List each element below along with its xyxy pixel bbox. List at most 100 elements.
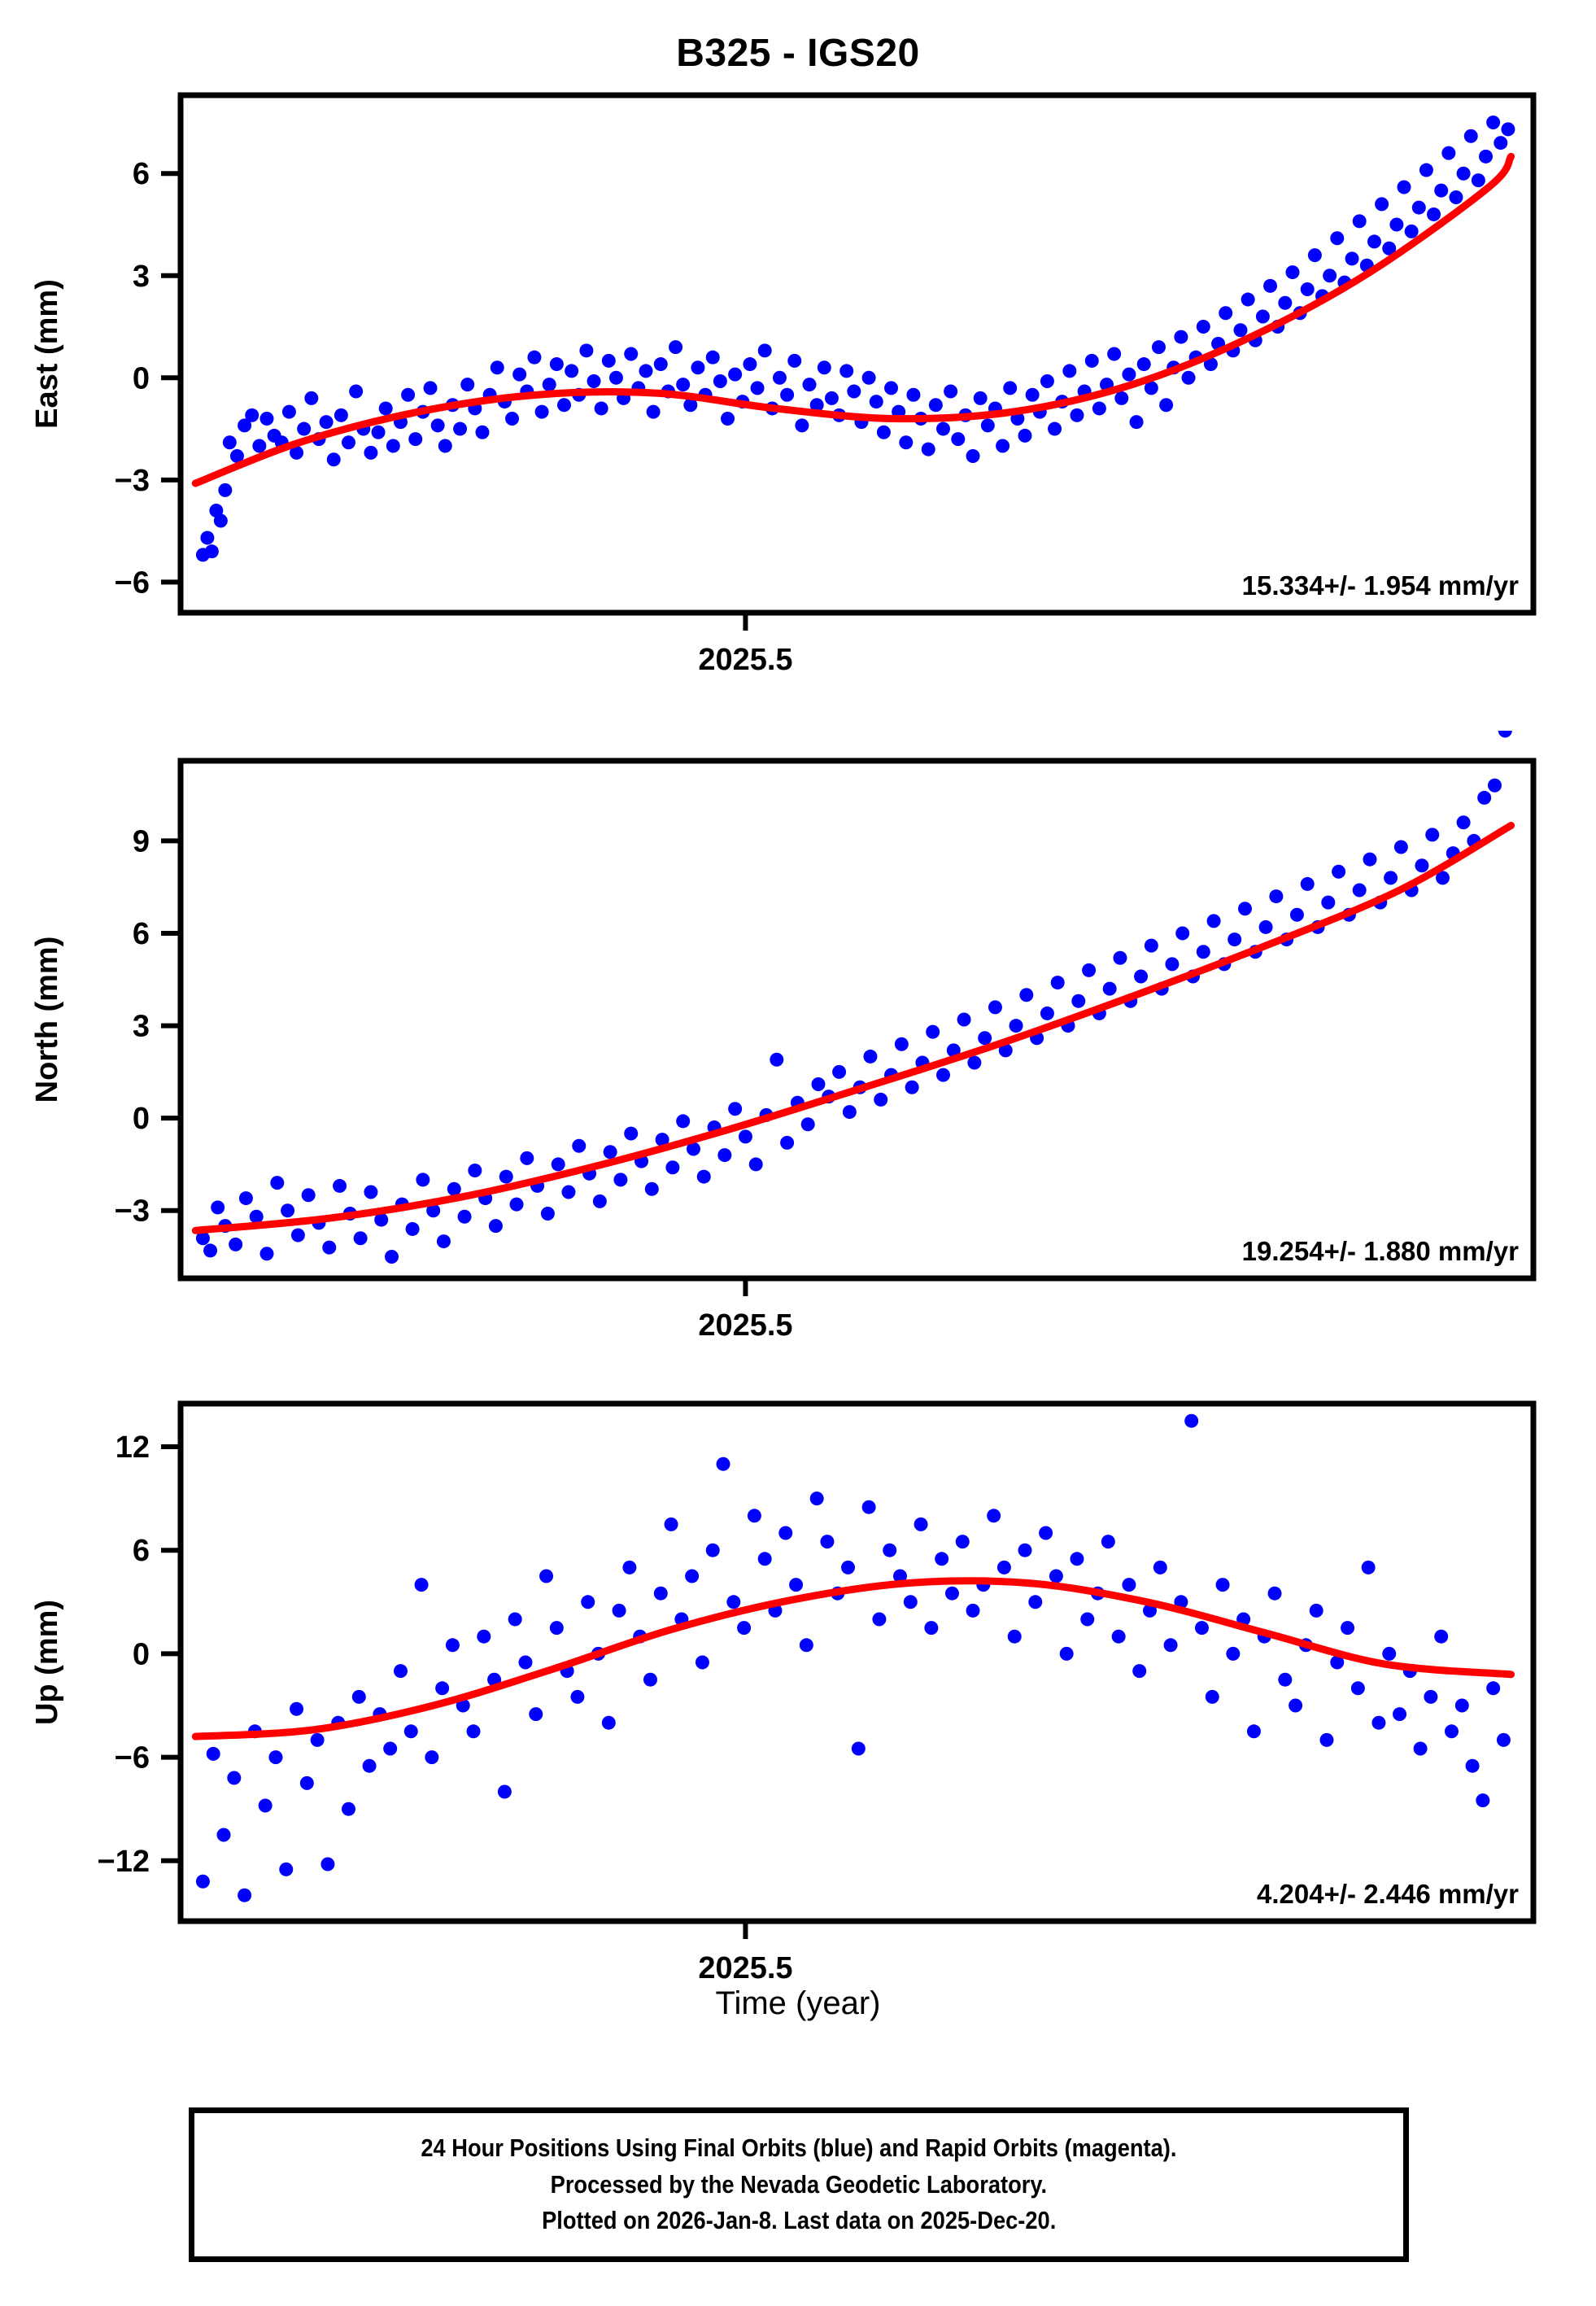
data-point: [646, 404, 661, 419]
data-point: [1136, 357, 1151, 372]
data-point: [322, 1240, 337, 1255]
data-point: [851, 1741, 866, 1756]
data-points-north: [195, 731, 1512, 1264]
data-point: [1122, 367, 1136, 382]
data-point: [258, 1798, 273, 1813]
y-tick-label-up-3: −6: [115, 1741, 150, 1775]
data-point: [364, 1185, 378, 1199]
data-point: [435, 1681, 450, 1696]
data-point: [1397, 180, 1411, 194]
data-point: [364, 445, 378, 460]
data-point: [1382, 241, 1397, 255]
data-point: [401, 387, 416, 402]
data-point: [653, 357, 668, 372]
data-point: [290, 1228, 305, 1243]
data-point: [587, 373, 601, 388]
data-point: [1278, 295, 1293, 310]
data-point: [1330, 231, 1345, 246]
data-point: [499, 1169, 513, 1184]
data-point: [1477, 790, 1492, 805]
data-point: [572, 1138, 587, 1153]
trend-line-up: [191, 1577, 1515, 1740]
data-point: [1111, 1629, 1126, 1644]
data-point: [1174, 330, 1188, 344]
data-point: [457, 1209, 472, 1224]
data-point: [921, 442, 935, 456]
data-point: [601, 353, 616, 368]
data-point: [1082, 963, 1097, 977]
data-point: [1122, 1578, 1136, 1592]
data-point: [1434, 183, 1449, 198]
data-point: [252, 439, 267, 453]
data-point: [750, 381, 765, 395]
data-point: [820, 1535, 835, 1549]
data-point: [1352, 883, 1367, 898]
data-point: [1413, 1741, 1428, 1756]
data-point: [686, 1142, 700, 1156]
data-point: [551, 1157, 565, 1172]
data-point: [466, 1724, 481, 1739]
data-point: [430, 418, 445, 433]
data-point: [780, 1135, 795, 1150]
data-point: [414, 1578, 429, 1592]
data-point: [1175, 926, 1190, 941]
data-point: [1003, 381, 1018, 395]
data-point: [1309, 1603, 1323, 1618]
data-point: [1174, 1595, 1188, 1609]
data-point: [780, 387, 795, 402]
data-point: [1134, 969, 1149, 984]
data-point: [371, 425, 386, 439]
data-point: [1393, 1707, 1407, 1722]
data-point: [1144, 381, 1158, 395]
data-point: [612, 1603, 626, 1618]
x-tick-label-up-0: 2025.5: [698, 1951, 792, 1985]
data-point: [426, 1203, 441, 1218]
y-tick-label-north-3: 0: [133, 1102, 150, 1136]
data-point: [299, 1775, 314, 1790]
data-point: [534, 404, 549, 419]
x-tick-label-east-0: 2025.5: [698, 643, 792, 677]
data-point: [955, 1535, 970, 1549]
data-point: [1219, 306, 1233, 321]
data-point: [1456, 815, 1471, 830]
data-point: [238, 1888, 252, 1902]
data-point: [841, 1560, 856, 1574]
data-point: [748, 1157, 763, 1172]
data-point: [1040, 373, 1054, 388]
data-point: [935, 1552, 949, 1566]
data-point: [1181, 370, 1196, 385]
data-point: [1436, 871, 1450, 885]
data-point: [1143, 1603, 1158, 1618]
data-point: [1039, 1526, 1053, 1540]
data-point: [876, 425, 891, 439]
data-point: [1059, 1646, 1074, 1661]
y-tick-label-up-2: 0: [133, 1637, 150, 1671]
data-point: [716, 1457, 730, 1471]
data-point: [540, 1207, 555, 1221]
data-point: [996, 439, 1010, 453]
y-tick-label-north-1: 6: [133, 917, 150, 951]
data-point: [639, 364, 653, 378]
data-point: [842, 1105, 857, 1120]
data-point: [676, 1114, 691, 1129]
data-point: [906, 387, 921, 402]
y-axis-title-north: North (mm): [30, 937, 64, 1103]
data-point: [1411, 200, 1426, 215]
data-point: [321, 1857, 335, 1871]
data-point: [1449, 190, 1463, 205]
data-point: [899, 435, 914, 450]
data-point: [1498, 731, 1512, 738]
data-point: [1241, 292, 1255, 307]
data-point: [1300, 282, 1315, 296]
data-point: [1062, 364, 1077, 378]
data-point: [1071, 994, 1086, 1008]
data-point: [966, 1603, 980, 1618]
data-point: [268, 1750, 283, 1765]
data-point: [460, 378, 475, 392]
data-point: [1163, 1638, 1178, 1653]
data-point: [520, 1151, 534, 1165]
chart-svg-up: 12 6 0 −6 −12 2025.5 Up (mm) 4.204+/- 2.446 mm/…: [30, 1400, 1537, 1985]
data-point: [1237, 902, 1252, 916]
data-point: [839, 364, 854, 378]
data-point: [477, 1629, 491, 1644]
